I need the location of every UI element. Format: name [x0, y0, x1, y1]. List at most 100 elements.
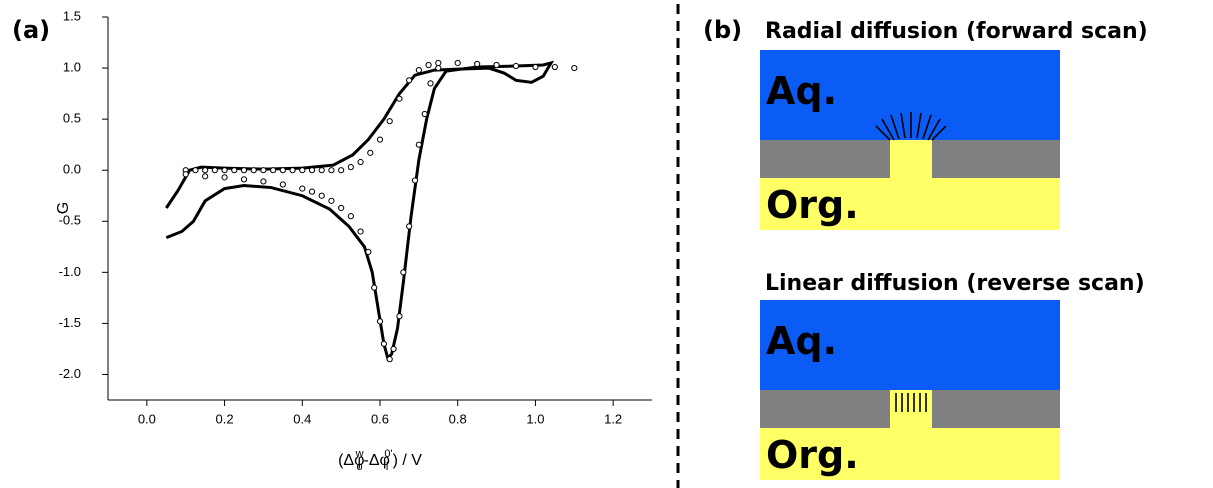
x-tick-label: 0.6 — [371, 411, 389, 426]
data-point — [415, 67, 422, 74]
x-tick-label: 0.2 — [216, 411, 234, 426]
panel-title: Linear diffusion (reverse scan) — [765, 271, 1145, 296]
data-point — [182, 171, 189, 178]
data-point — [406, 77, 413, 84]
data-point — [260, 178, 267, 185]
radial-arrows — [875, 112, 947, 141]
data-point — [318, 192, 325, 199]
data-point — [289, 167, 296, 174]
data-point — [299, 167, 306, 174]
x-label-part: (Δφ — [338, 452, 364, 469]
data-line — [165, 60, 555, 362]
data-point — [318, 167, 325, 174]
data-point — [386, 356, 393, 363]
organic-label: Org. — [766, 183, 859, 227]
data-point — [493, 61, 500, 69]
y-tick-label: 0.0 — [63, 162, 81, 177]
x-tick-label: 1.0 — [526, 411, 544, 426]
data-point — [551, 63, 558, 71]
y-tick-label: -1.5 — [59, 315, 81, 330]
data-point — [532, 63, 539, 71]
data-point — [365, 248, 372, 256]
data-point — [386, 118, 393, 125]
data-point — [512, 62, 520, 70]
data-point — [347, 213, 354, 220]
x-axis-label: (Δφow-Δφi0') / V — [338, 448, 422, 473]
x-label-part: ) / V — [393, 452, 423, 469]
data-point — [571, 64, 578, 72]
y-tick-label: 0.5 — [63, 111, 81, 126]
data-point — [328, 197, 335, 204]
data-point — [279, 167, 286, 174]
data-point — [202, 173, 209, 180]
x-tick-label: 1.2 — [604, 411, 622, 426]
data-point — [260, 167, 267, 174]
y-tick-label: -2.0 — [59, 366, 81, 381]
data-point — [270, 167, 277, 174]
data-point — [338, 167, 345, 174]
data-point — [435, 59, 442, 67]
data-point — [396, 95, 403, 102]
data-point — [406, 223, 413, 230]
data-point — [390, 345, 397, 353]
data-point — [380, 340, 387, 347]
data-point — [376, 136, 384, 143]
x-label-part: w — [355, 448, 364, 460]
data-point — [299, 185, 306, 192]
data-point — [279, 181, 286, 188]
data-point — [400, 269, 407, 276]
aqueous-phase — [760, 300, 1060, 390]
organic-label: Org. — [766, 433, 859, 477]
data-point — [240, 176, 248, 183]
aqueous-phase — [760, 50, 1060, 140]
organic-phase — [760, 178, 1060, 230]
data-point — [427, 80, 434, 87]
data-point — [425, 61, 432, 69]
x-label-part: -Δφ — [364, 452, 390, 469]
y-tick-label: -1.0 — [59, 264, 81, 279]
data-point — [221, 167, 228, 174]
organic-phase — [760, 428, 1060, 480]
data-point — [367, 149, 374, 156]
y-tick-label: -0.5 — [59, 213, 81, 228]
data-point — [396, 313, 403, 320]
data-point — [250, 167, 257, 174]
x-tick-label: 0.0 — [138, 411, 156, 426]
x-tick-label: 0.4 — [293, 411, 311, 426]
panel-label: (a) — [12, 16, 50, 44]
aqueous-label: Aq. — [766, 319, 837, 363]
pore — [890, 140, 932, 178]
x-label-part: i — [386, 461, 388, 473]
aqueous-label: Aq. — [766, 69, 837, 113]
panel-title: Radial diffusion (forward scan) — [765, 19, 1148, 44]
data-point — [202, 167, 209, 174]
data-point — [371, 284, 378, 291]
data-point — [415, 141, 422, 148]
data-point — [308, 188, 316, 195]
pore — [890, 390, 932, 428]
x-label-part: 0' — [384, 448, 392, 460]
data-point — [240, 167, 248, 174]
data-point — [357, 158, 364, 166]
data-point — [474, 60, 481, 68]
data-point — [192, 167, 199, 174]
panel-label: (b) — [703, 16, 742, 44]
linear-arrows — [895, 393, 927, 412]
y-tick-label: 1.5 — [63, 8, 81, 23]
x-tick-label: 0.8 — [449, 411, 467, 426]
data-point — [357, 228, 364, 235]
x-label-part: o — [356, 461, 362, 473]
data-point — [376, 318, 384, 325]
data-point — [328, 167, 335, 174]
data-point — [221, 174, 228, 181]
data-point — [411, 177, 419, 184]
data-point — [231, 167, 238, 174]
y-tick-label: 1.0 — [63, 60, 81, 75]
data-point — [421, 110, 428, 118]
data-point — [211, 167, 218, 174]
data-point — [347, 164, 354, 171]
data-point — [308, 167, 316, 174]
data-point — [338, 204, 345, 212]
data-point — [435, 64, 442, 72]
